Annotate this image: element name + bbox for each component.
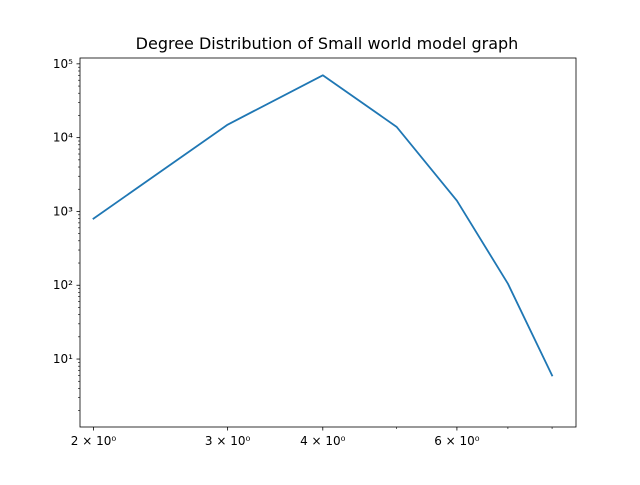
x-tick-label: 3 × 10⁰ [205,434,251,448]
y-tick-label: 10³ [53,204,73,218]
plot-frame [79,57,577,428]
y-tick-label: 10⁴ [53,131,73,145]
y-tick-label: 10² [53,278,73,292]
y-tick-label: 10⁵ [53,57,73,71]
x-tick-label: 6 × 10⁰ [434,434,480,448]
chart-title: Degree Distribution of Small world model… [136,34,519,53]
series-line [92,74,554,377]
x-tick-label: 2 × 10⁰ [71,434,117,448]
x-tick-label: 4 × 10⁰ [300,434,346,448]
ticks-layer: 2 × 10⁰ 3 × 10⁰ 4 × 10⁰ 6 × 10⁰ 10¹ 10² 10³ 10⁴… [53,57,553,448]
series-layer [92,74,554,377]
y-tick-label: 10¹ [53,352,73,366]
